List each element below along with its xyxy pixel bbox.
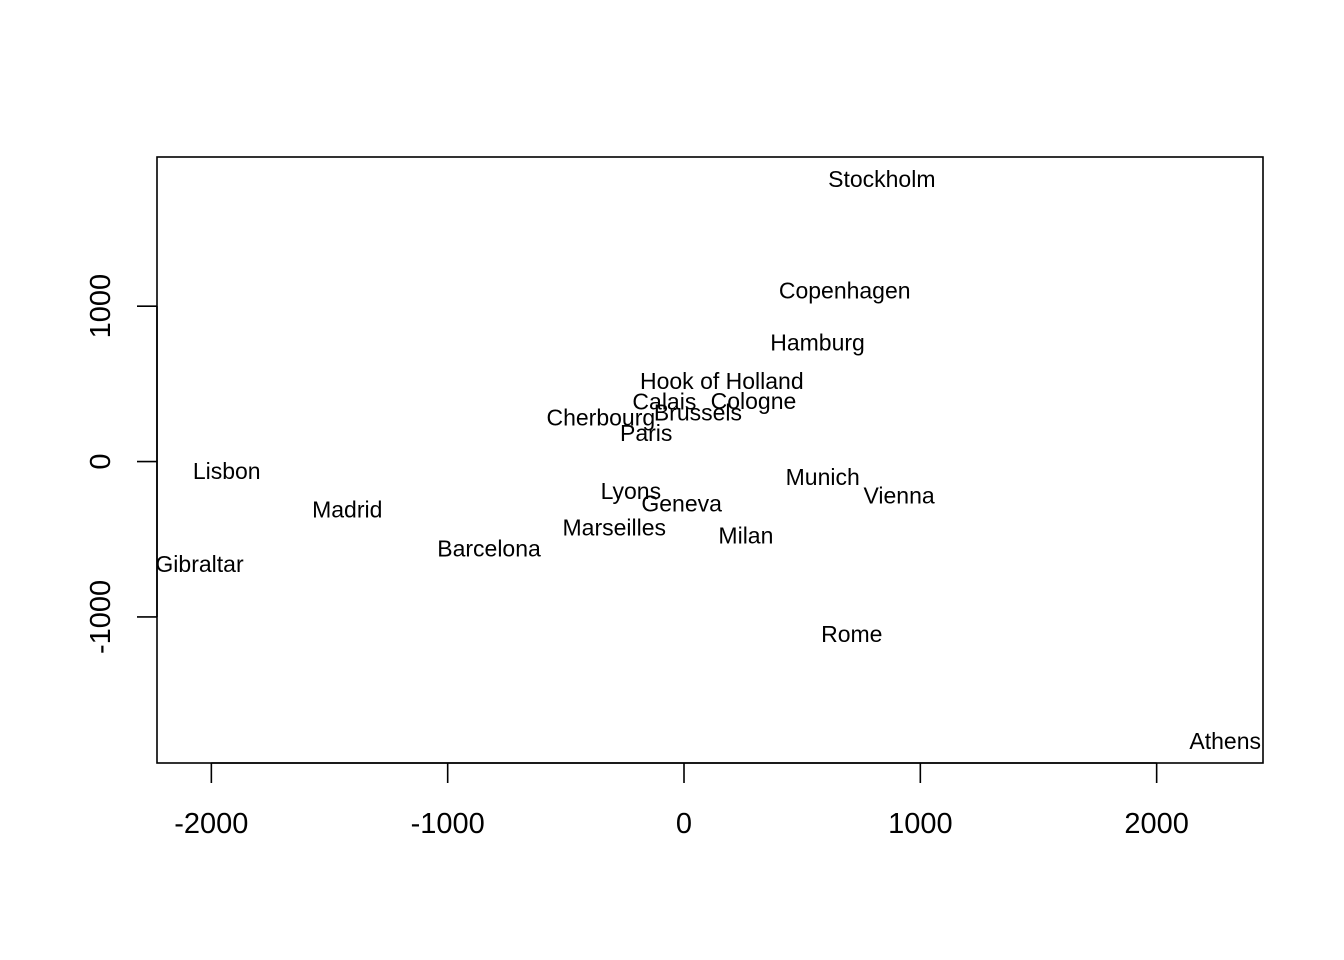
city-label: Geneva — [641, 491, 722, 517]
city-label: Munich — [786, 464, 860, 490]
x-tick-label: 1000 — [888, 808, 953, 840]
y-axis: -1000 0 1000 — [85, 274, 158, 654]
city-label: Cherbourg — [546, 405, 655, 431]
city-label: Milan — [718, 522, 773, 548]
city-label: Barcelona — [437, 536, 541, 562]
plot-frame — [156, 156, 1264, 764]
city-label: Marseilles — [563, 515, 667, 541]
city-label: Gibraltar — [155, 551, 244, 577]
city-label: Hamburg — [770, 330, 865, 356]
x-axis: -2000 -1000 0 1000 2000 — [174, 762, 1189, 840]
city-label: Madrid — [312, 497, 382, 523]
city-label: Vienna — [863, 483, 934, 509]
city-label: Paris — [620, 420, 672, 446]
y-tick-label: 1000 — [85, 274, 117, 339]
city-label: Hook of Holland — [640, 368, 804, 394]
city-label: Lisbon — [193, 458, 261, 484]
city-label: Athens — [1189, 728, 1261, 754]
city-label: Brussels — [654, 399, 742, 425]
x-tick-label: 2000 — [1124, 808, 1189, 840]
city-label: Cologne — [711, 388, 797, 414]
city-label: Stockholm — [828, 166, 935, 192]
x-tick-label: -2000 — [174, 808, 248, 840]
y-tick-label: 0 — [85, 453, 117, 469]
x-tick-label: -1000 — [411, 808, 485, 840]
city-label: Lyons — [601, 478, 662, 504]
x-tick-label: 0 — [676, 808, 692, 840]
city-label: Calais — [632, 388, 696, 414]
y-tick-label: -1000 — [85, 580, 117, 654]
city-label: Rome — [821, 621, 882, 647]
city-label: Copenhagen — [779, 278, 911, 304]
